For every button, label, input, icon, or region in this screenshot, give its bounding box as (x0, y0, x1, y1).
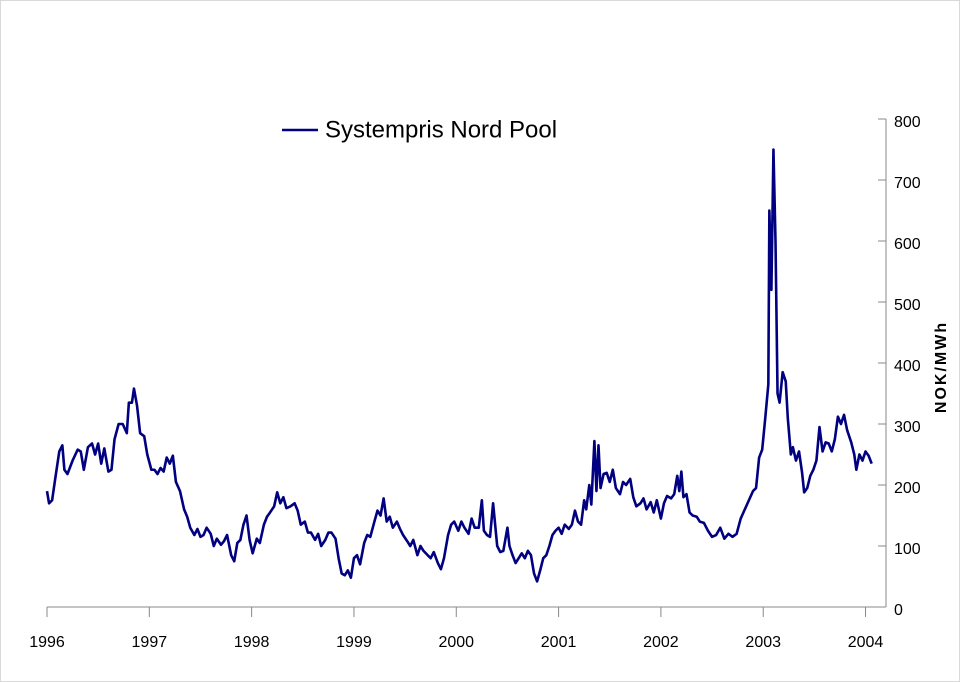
y-axis-label: NOK/MWh (933, 321, 950, 413)
x-tick-label: 2002 (643, 634, 679, 651)
y-tick-label: 400 (894, 358, 921, 375)
y-tick-label: 800 (894, 114, 921, 131)
y-tick-label: 100 (894, 541, 921, 558)
x-tick-label: 2004 (848, 634, 884, 651)
x-tick-label: 2003 (745, 634, 781, 651)
series-line (45, 148, 873, 583)
y-tick-label: 500 (894, 297, 921, 314)
x-tick-label: 1999 (336, 634, 372, 651)
y-tick-label: 300 (894, 419, 921, 436)
y-tick-label: 600 (894, 236, 921, 253)
legend-label: Systempris Nord Pool (325, 116, 557, 143)
x-tick-label: 2000 (438, 634, 474, 651)
x-tick-label: 2001 (541, 634, 577, 651)
x-tick-label: 1997 (132, 634, 168, 651)
y-tick-label: 0 (894, 602, 903, 619)
x-tick-label: 1996 (29, 634, 65, 651)
y-tick-label: 200 (894, 480, 921, 497)
y-tick-label: 700 (894, 175, 921, 192)
x-tick-label: 1998 (234, 634, 270, 651)
